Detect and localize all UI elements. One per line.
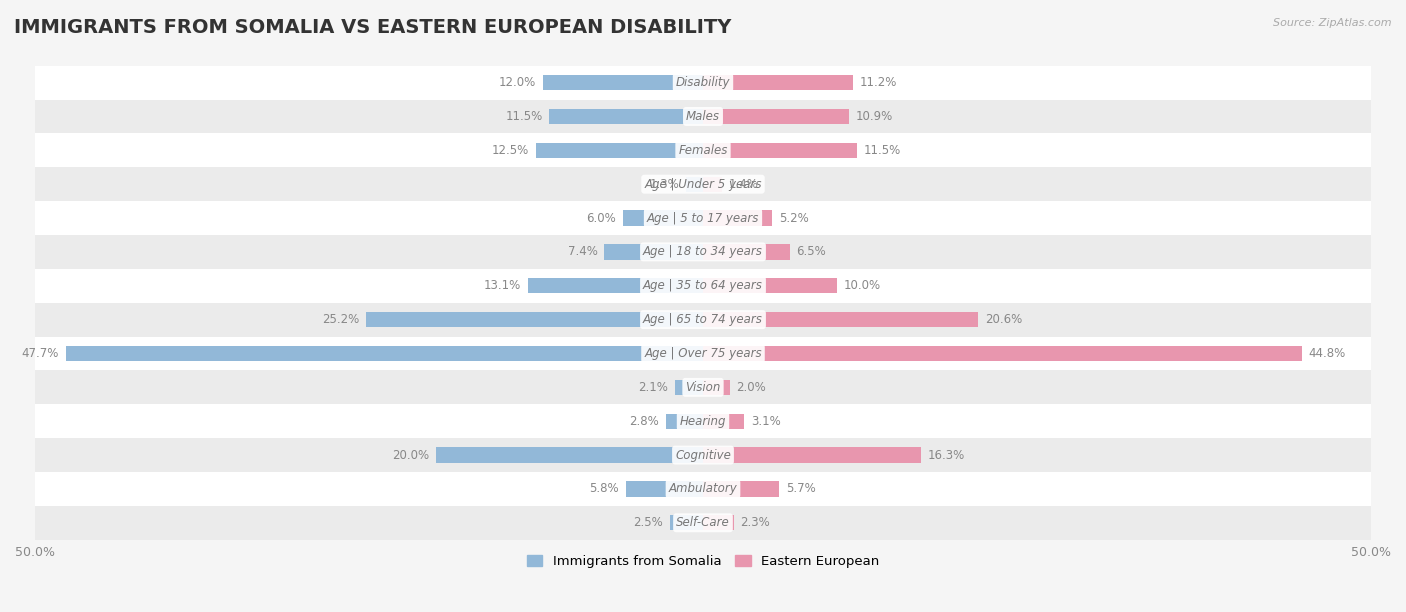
Text: 1.4%: 1.4% bbox=[728, 177, 758, 191]
Bar bbox=[703, 278, 837, 293]
Text: Age | 65 to 74 years: Age | 65 to 74 years bbox=[643, 313, 763, 326]
Text: 2.0%: 2.0% bbox=[737, 381, 766, 394]
Bar bbox=[703, 346, 1302, 361]
Bar bbox=[35, 370, 1371, 405]
Text: IMMIGRANTS FROM SOMALIA VS EASTERN EUROPEAN DISABILITY: IMMIGRANTS FROM SOMALIA VS EASTERN EUROP… bbox=[14, 18, 731, 37]
Bar bbox=[35, 506, 1371, 540]
Text: 2.8%: 2.8% bbox=[628, 415, 659, 428]
Bar bbox=[35, 65, 1371, 100]
Text: Vision: Vision bbox=[685, 381, 721, 394]
Bar bbox=[536, 143, 703, 158]
Text: 2.1%: 2.1% bbox=[638, 381, 668, 394]
Text: 2.5%: 2.5% bbox=[633, 517, 662, 529]
Bar bbox=[703, 447, 921, 463]
Bar bbox=[703, 481, 779, 496]
Bar bbox=[543, 75, 703, 90]
Bar bbox=[626, 481, 703, 496]
Bar bbox=[669, 515, 703, 531]
Bar bbox=[35, 405, 1371, 438]
Text: Age | 18 to 34 years: Age | 18 to 34 years bbox=[643, 245, 763, 258]
Text: Females: Females bbox=[678, 144, 728, 157]
Bar bbox=[35, 133, 1371, 167]
Text: 10.0%: 10.0% bbox=[844, 279, 880, 293]
Text: Age | 5 to 17 years: Age | 5 to 17 years bbox=[647, 212, 759, 225]
Text: 5.2%: 5.2% bbox=[779, 212, 808, 225]
Bar bbox=[703, 109, 849, 124]
Text: 6.0%: 6.0% bbox=[586, 212, 616, 225]
Text: Source: ZipAtlas.com: Source: ZipAtlas.com bbox=[1274, 18, 1392, 28]
Bar bbox=[550, 109, 703, 124]
Bar bbox=[703, 379, 730, 395]
Bar bbox=[35, 100, 1371, 133]
Bar bbox=[35, 269, 1371, 303]
Text: Ambulatory: Ambulatory bbox=[669, 482, 737, 496]
Bar bbox=[436, 447, 703, 463]
Text: Hearing: Hearing bbox=[679, 415, 727, 428]
Bar bbox=[665, 414, 703, 429]
Text: 3.1%: 3.1% bbox=[751, 415, 780, 428]
Text: 11.5%: 11.5% bbox=[505, 110, 543, 123]
Text: 5.8%: 5.8% bbox=[589, 482, 619, 496]
Bar bbox=[703, 515, 734, 531]
Bar bbox=[675, 379, 703, 395]
Legend: Immigrants from Somalia, Eastern European: Immigrants from Somalia, Eastern Europea… bbox=[522, 550, 884, 573]
Text: 10.9%: 10.9% bbox=[855, 110, 893, 123]
Text: Age | Under 5 years: Age | Under 5 years bbox=[644, 177, 762, 191]
Text: 6.5%: 6.5% bbox=[797, 245, 827, 258]
Text: 7.4%: 7.4% bbox=[568, 245, 598, 258]
Text: 2.3%: 2.3% bbox=[741, 517, 770, 529]
Bar bbox=[605, 244, 703, 259]
Bar bbox=[703, 414, 744, 429]
Text: 16.3%: 16.3% bbox=[928, 449, 965, 461]
Text: 13.1%: 13.1% bbox=[484, 279, 522, 293]
Text: 47.7%: 47.7% bbox=[21, 347, 59, 360]
Text: 20.0%: 20.0% bbox=[392, 449, 429, 461]
Bar bbox=[529, 278, 703, 293]
Bar bbox=[35, 337, 1371, 370]
Bar bbox=[35, 167, 1371, 201]
Bar bbox=[703, 244, 790, 259]
Text: Self-Care: Self-Care bbox=[676, 517, 730, 529]
Text: 12.5%: 12.5% bbox=[492, 144, 529, 157]
Bar bbox=[703, 312, 979, 327]
Bar bbox=[66, 346, 703, 361]
Text: 5.7%: 5.7% bbox=[786, 482, 815, 496]
Bar bbox=[367, 312, 703, 327]
Text: Males: Males bbox=[686, 110, 720, 123]
Text: Disability: Disability bbox=[676, 76, 730, 89]
Text: 12.0%: 12.0% bbox=[499, 76, 536, 89]
Text: 44.8%: 44.8% bbox=[1308, 347, 1346, 360]
Text: Cognitive: Cognitive bbox=[675, 449, 731, 461]
Bar bbox=[703, 176, 721, 192]
Text: 1.3%: 1.3% bbox=[650, 177, 679, 191]
Text: 11.2%: 11.2% bbox=[859, 76, 897, 89]
Bar bbox=[35, 472, 1371, 506]
Bar bbox=[703, 143, 856, 158]
Text: Age | Over 75 years: Age | Over 75 years bbox=[644, 347, 762, 360]
Text: 25.2%: 25.2% bbox=[322, 313, 360, 326]
Bar bbox=[703, 211, 772, 226]
Bar bbox=[703, 75, 852, 90]
Text: 20.6%: 20.6% bbox=[984, 313, 1022, 326]
Bar bbox=[35, 235, 1371, 269]
Bar bbox=[623, 211, 703, 226]
Bar bbox=[35, 438, 1371, 472]
Text: 11.5%: 11.5% bbox=[863, 144, 901, 157]
Bar bbox=[35, 303, 1371, 337]
Bar bbox=[686, 176, 703, 192]
Text: Age | 35 to 64 years: Age | 35 to 64 years bbox=[643, 279, 763, 293]
Bar bbox=[35, 201, 1371, 235]
